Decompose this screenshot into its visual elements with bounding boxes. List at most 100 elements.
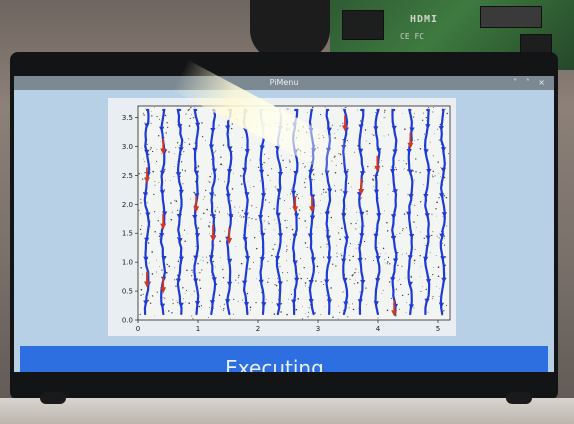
noise-dot [171, 211, 173, 213]
noise-dot [274, 122, 277, 124]
vector-arrowhead [209, 300, 215, 306]
noise-dot [286, 249, 288, 251]
noise-dot [202, 256, 204, 258]
noise-dot [339, 238, 341, 241]
noise-dot [445, 196, 448, 199]
noise-dot [318, 137, 320, 139]
noise-dot [320, 200, 321, 201]
noise-dot [268, 130, 270, 132]
noise-dot [395, 168, 398, 171]
noise-dot [142, 293, 144, 295]
noise-dot [281, 139, 283, 141]
vector-arrowhead [324, 211, 330, 217]
noise-dot [291, 228, 294, 231]
noise-dot [445, 304, 448, 306]
red-arrowhead [160, 223, 167, 230]
red-arrowhead [160, 287, 167, 294]
vector-arrowhead [144, 237, 150, 243]
noise-dot [273, 125, 275, 127]
noise-dot [154, 315, 155, 317]
noise-dot [242, 137, 244, 138]
noise-dot [405, 277, 406, 279]
noise-dot [406, 302, 408, 304]
noise-dot [158, 238, 160, 240]
noise-dot [271, 301, 273, 303]
vector-arrowhead [373, 189, 380, 195]
vector-arrowhead [178, 302, 184, 308]
noise-dot [209, 306, 210, 308]
noise-dot [215, 150, 217, 152]
noise-dot [363, 174, 365, 176]
noise-dot [339, 312, 341, 313]
noise-dot [403, 168, 405, 170]
noise-dot [338, 152, 340, 155]
vector-arrowhead [358, 124, 364, 130]
noise-dot [144, 172, 146, 174]
noise-dot [176, 237, 179, 239]
vector-arrowhead [162, 211, 168, 217]
noise-dot [212, 260, 215, 263]
vector-arrowhead [225, 299, 231, 305]
vector-arrowhead [145, 212, 151, 218]
noise-dot [191, 275, 193, 277]
noise-dot [211, 173, 212, 175]
noise-dot [267, 215, 270, 217]
window-titlebar[interactable]: PiMenu ˅ ˄ × [14, 76, 554, 90]
noise-dot [376, 247, 378, 249]
window-title: PiMenu [269, 78, 299, 87]
noise-dot [175, 200, 178, 202]
noise-dot [385, 262, 387, 264]
noise-dot [198, 305, 201, 308]
noise-dot [437, 182, 439, 184]
vector-arrowhead [406, 149, 412, 154]
noise-dot [236, 118, 238, 120]
noise-dot [290, 155, 292, 156]
vector-arrowhead [276, 303, 282, 309]
noise-dot [321, 173, 323, 175]
noise-dot [286, 129, 288, 131]
noise-dot [320, 246, 322, 248]
noise-dot [383, 111, 385, 113]
noise-dot [414, 140, 415, 142]
noise-dot [412, 170, 414, 172]
noise-dot [164, 297, 166, 299]
noise-dot [300, 154, 301, 155]
noise-dot [302, 162, 304, 165]
noise-dot [332, 316, 334, 318]
noise-dot [265, 299, 267, 300]
noise-dot [250, 159, 252, 161]
noise-dot [297, 197, 300, 199]
vector-arrowhead [274, 256, 281, 262]
noise-dot [263, 220, 265, 222]
noise-dot [366, 209, 368, 211]
vector-arrowhead [424, 298, 430, 304]
noise-dot [139, 228, 142, 231]
noise-dot [200, 272, 201, 274]
noise-dot [202, 260, 204, 262]
vector-arrowhead [159, 233, 165, 239]
noise-dot [248, 217, 250, 219]
noise-dot [401, 230, 404, 232]
plot-panel: 0 1 2 3 4 5 0.0 0.5 1.0 1.5 2.0 2.5 3.0 3.5 [108, 98, 456, 336]
red-arrowhead [210, 235, 216, 242]
noise-dot [425, 116, 428, 119]
noise-dot [213, 152, 215, 154]
noise-dot [304, 186, 306, 188]
noise-dot [348, 246, 350, 247]
window-controls[interactable]: ˅ ˄ × [513, 78, 548, 87]
noise-dot [320, 114, 322, 116]
noise-dot [188, 108, 190, 111]
noise-dot [264, 228, 266, 230]
noise-dot [395, 315, 397, 317]
noise-dot [340, 189, 342, 191]
noise-dot [218, 178, 220, 180]
noise-dot [149, 302, 152, 304]
red-arrowhead [160, 148, 167, 155]
noise-dot [411, 204, 413, 206]
noise-dot [206, 208, 208, 211]
noise-dot [308, 307, 310, 309]
noise-dot [254, 237, 256, 239]
vector-arrowhead [261, 302, 267, 308]
noise-dot [156, 149, 158, 150]
noise-dot [347, 316, 349, 318]
